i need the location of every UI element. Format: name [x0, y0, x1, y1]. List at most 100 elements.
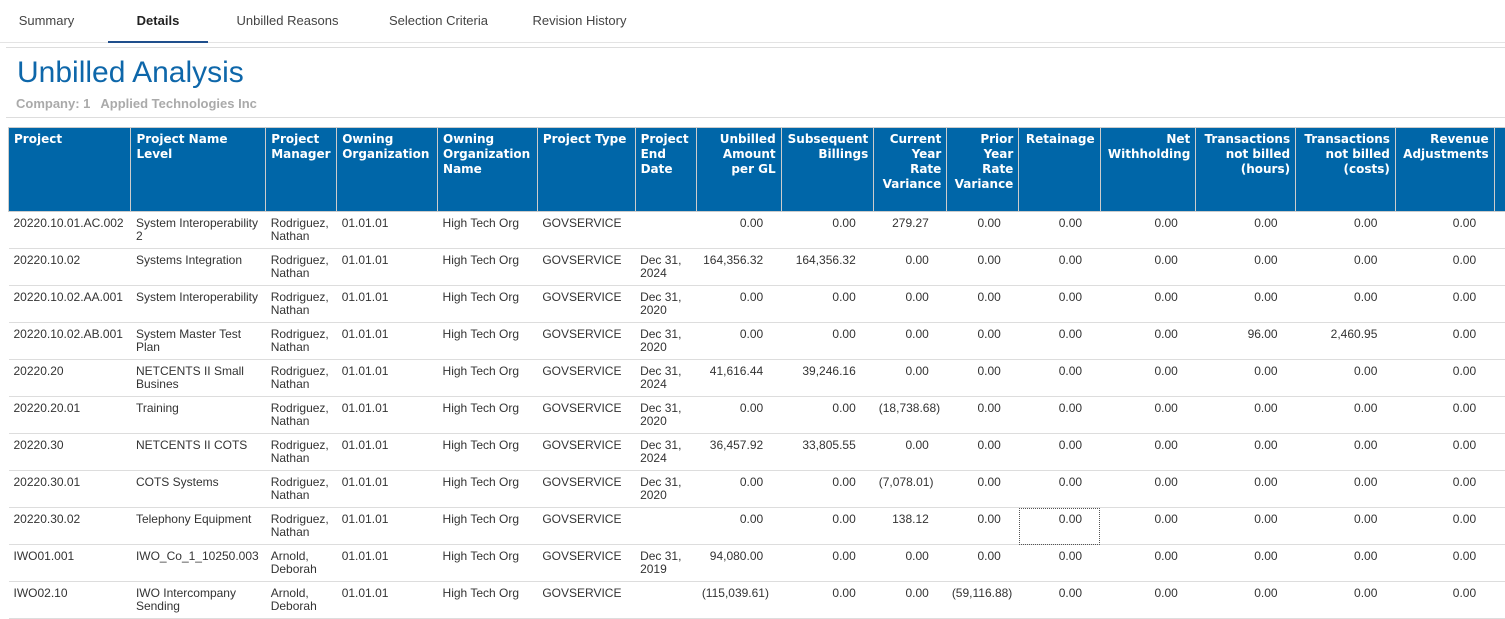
table-cell[interactable] — [1494, 508, 1505, 545]
table-cell[interactable]: 0.00 — [1395, 323, 1494, 360]
table-cell[interactable]: 0.00 — [874, 323, 947, 360]
table-cell[interactable]: COTS Systems — [131, 471, 266, 508]
table-cell[interactable]: 01.01.01 — [337, 545, 438, 582]
table-cell[interactable]: NETCENTS II COTS — [131, 434, 266, 471]
table-cell[interactable]: 0.00 — [1019, 249, 1100, 286]
table-cell[interactable] — [1494, 545, 1505, 582]
table-cell[interactable]: Rodriguez, Nathan — [266, 397, 337, 434]
table-cell[interactable]: 0.00 — [1100, 545, 1196, 582]
table-cell[interactable]: 0.00 — [874, 286, 947, 323]
table-cell[interactable] — [1494, 397, 1505, 434]
column-header[interactable]: Current Year Rate Variance — [874, 128, 947, 212]
column-header[interactable]: Project Name Level — [131, 128, 266, 212]
table-cell[interactable]: 0.00 — [1100, 471, 1196, 508]
table-cell[interactable]: 0.00 — [1395, 360, 1494, 397]
table-cell[interactable]: System Master Test Plan — [131, 323, 266, 360]
table-cell[interactable]: 0.00 — [1395, 434, 1494, 471]
table-cell[interactable]: GOVSERVICE — [537, 582, 635, 619]
table-cell[interactable]: IWO01.001 — [9, 545, 131, 582]
table-cell[interactable]: 0.00 — [1100, 212, 1196, 249]
table-cell[interactable]: 0.00 — [781, 471, 874, 508]
table-cell[interactable]: 20220.10.02.AB.001 — [9, 323, 131, 360]
table-cell[interactable]: 0.00 — [781, 508, 874, 545]
table-cell[interactable]: System Interoperability — [131, 286, 266, 323]
table-cell[interactable]: 0.00 — [1296, 582, 1396, 619]
table-cell[interactable]: 0.00 — [1019, 212, 1100, 249]
table-cell[interactable]: 0.00 — [781, 323, 874, 360]
table-cell[interactable]: 01.01.01 — [337, 360, 438, 397]
table-cell[interactable]: 96.00 — [1196, 323, 1296, 360]
table-cell[interactable]: 20220.10.02.AA.001 — [9, 286, 131, 323]
table-cell[interactable]: 0.00 — [1196, 212, 1296, 249]
column-header[interactable]: Transactions not billed (costs) — [1296, 128, 1396, 212]
table-cell[interactable]: 0.00 — [781, 545, 874, 582]
table-cell[interactable]: 0.00 — [1019, 360, 1100, 397]
table-cell[interactable]: 0.00 — [947, 471, 1019, 508]
table-cell[interactable]: 0.00 — [1296, 249, 1396, 286]
table-cell[interactable]: GOVSERVICE — [537, 212, 635, 249]
table-cell[interactable]: High Tech Org — [438, 212, 538, 249]
table-cell[interactable]: 36,457.92 — [697, 434, 781, 471]
table-cell[interactable]: 0.00 — [947, 545, 1019, 582]
table-cell[interactable]: 20220.10.01.AC.002 — [9, 212, 131, 249]
table-cell[interactable]: 0.00 — [1100, 397, 1196, 434]
column-header[interactable]: Net Withholding — [1100, 128, 1196, 212]
table-cell[interactable]: 0.00 — [1296, 286, 1396, 323]
table-cell[interactable] — [1494, 286, 1505, 323]
table-cell[interactable]: Arnold, Deborah — [266, 582, 337, 619]
table-cell[interactable]: 01.01.01 — [337, 582, 438, 619]
table-cell[interactable]: 138.12 — [874, 508, 947, 545]
table-cell[interactable]: 0.00 — [947, 249, 1019, 286]
column-header[interactable]: Owning Organization — [337, 128, 438, 212]
tab-revision-history[interactable]: Revision History — [518, 0, 641, 43]
table-cell[interactable]: GOVSERVICE — [537, 471, 635, 508]
table-cell[interactable] — [1494, 434, 1505, 471]
table-cell[interactable]: Dec 31, 2024 — [635, 360, 697, 397]
table-cell[interactable]: 01.01.01 — [337, 249, 438, 286]
table-cell[interactable]: (59,116.88) — [947, 582, 1019, 619]
table-cell[interactable]: 0.00 — [1196, 397, 1296, 434]
column-header[interactable]: Project Type — [537, 128, 635, 212]
table-cell[interactable]: 0.00 — [1100, 434, 1196, 471]
table-cell[interactable]: Dec 31, 2024 — [635, 434, 697, 471]
table-cell[interactable]: Rodriguez, Nathan — [266, 508, 337, 545]
table-cell[interactable]: 0.00 — [697, 471, 781, 508]
table-cell[interactable]: 0.00 — [947, 434, 1019, 471]
table-cell[interactable]: 0.00 — [1296, 212, 1396, 249]
table-cell[interactable]: GOVSERVICE — [537, 323, 635, 360]
column-header[interactable]: Owning Organization Name — [438, 128, 538, 212]
table-cell[interactable]: 20220.20.01 — [9, 397, 131, 434]
table-cell[interactable]: Rodriguez, Nathan — [266, 434, 337, 471]
table-cell[interactable]: Rodriguez, Nathan — [266, 286, 337, 323]
table-cell[interactable]: Rodriguez, Nathan — [266, 471, 337, 508]
table-cell[interactable]: GOVSERVICE — [537, 360, 635, 397]
table-cell[interactable]: 0.00 — [1100, 582, 1196, 619]
table-cell[interactable]: 20220.10.02 — [9, 249, 131, 286]
table-cell[interactable]: 0.00 — [1395, 545, 1494, 582]
table-cell[interactable]: High Tech Org — [438, 360, 538, 397]
table-cell[interactable]: (7,078.01) — [874, 471, 947, 508]
table-cell[interactable]: GOVSERVICE — [537, 249, 635, 286]
table-cell[interactable]: GOVSERVICE — [537, 545, 635, 582]
tab-unbilled-reasons[interactable]: Unbilled Reasons — [216, 0, 359, 43]
table-cell[interactable]: 0.00 — [947, 360, 1019, 397]
column-header[interactable]: Revenue Adjustments — [1395, 128, 1494, 212]
table-cell[interactable]: 0.00 — [1296, 434, 1396, 471]
table-cell[interactable]: High Tech Org — [438, 508, 538, 545]
table-cell[interactable]: 0.00 — [781, 286, 874, 323]
table-cell[interactable]: High Tech Org — [438, 434, 538, 471]
table-cell[interactable] — [1494, 471, 1505, 508]
table-cell[interactable]: 0.00 — [1395, 397, 1494, 434]
table-cell[interactable]: Training — [131, 397, 266, 434]
table-cell[interactable]: 0.00 — [1296, 360, 1396, 397]
table-cell[interactable]: 0.00 — [697, 508, 781, 545]
table-cell[interactable]: Rodriguez, Nathan — [266, 360, 337, 397]
table-cell[interactable] — [1494, 212, 1505, 249]
table-cell[interactable]: 0.00 — [1196, 249, 1296, 286]
table-cell[interactable]: Dec 31, 2020 — [635, 323, 697, 360]
table-cell[interactable]: 0.00 — [1019, 434, 1100, 471]
table-cell[interactable]: 0.00 — [1395, 286, 1494, 323]
